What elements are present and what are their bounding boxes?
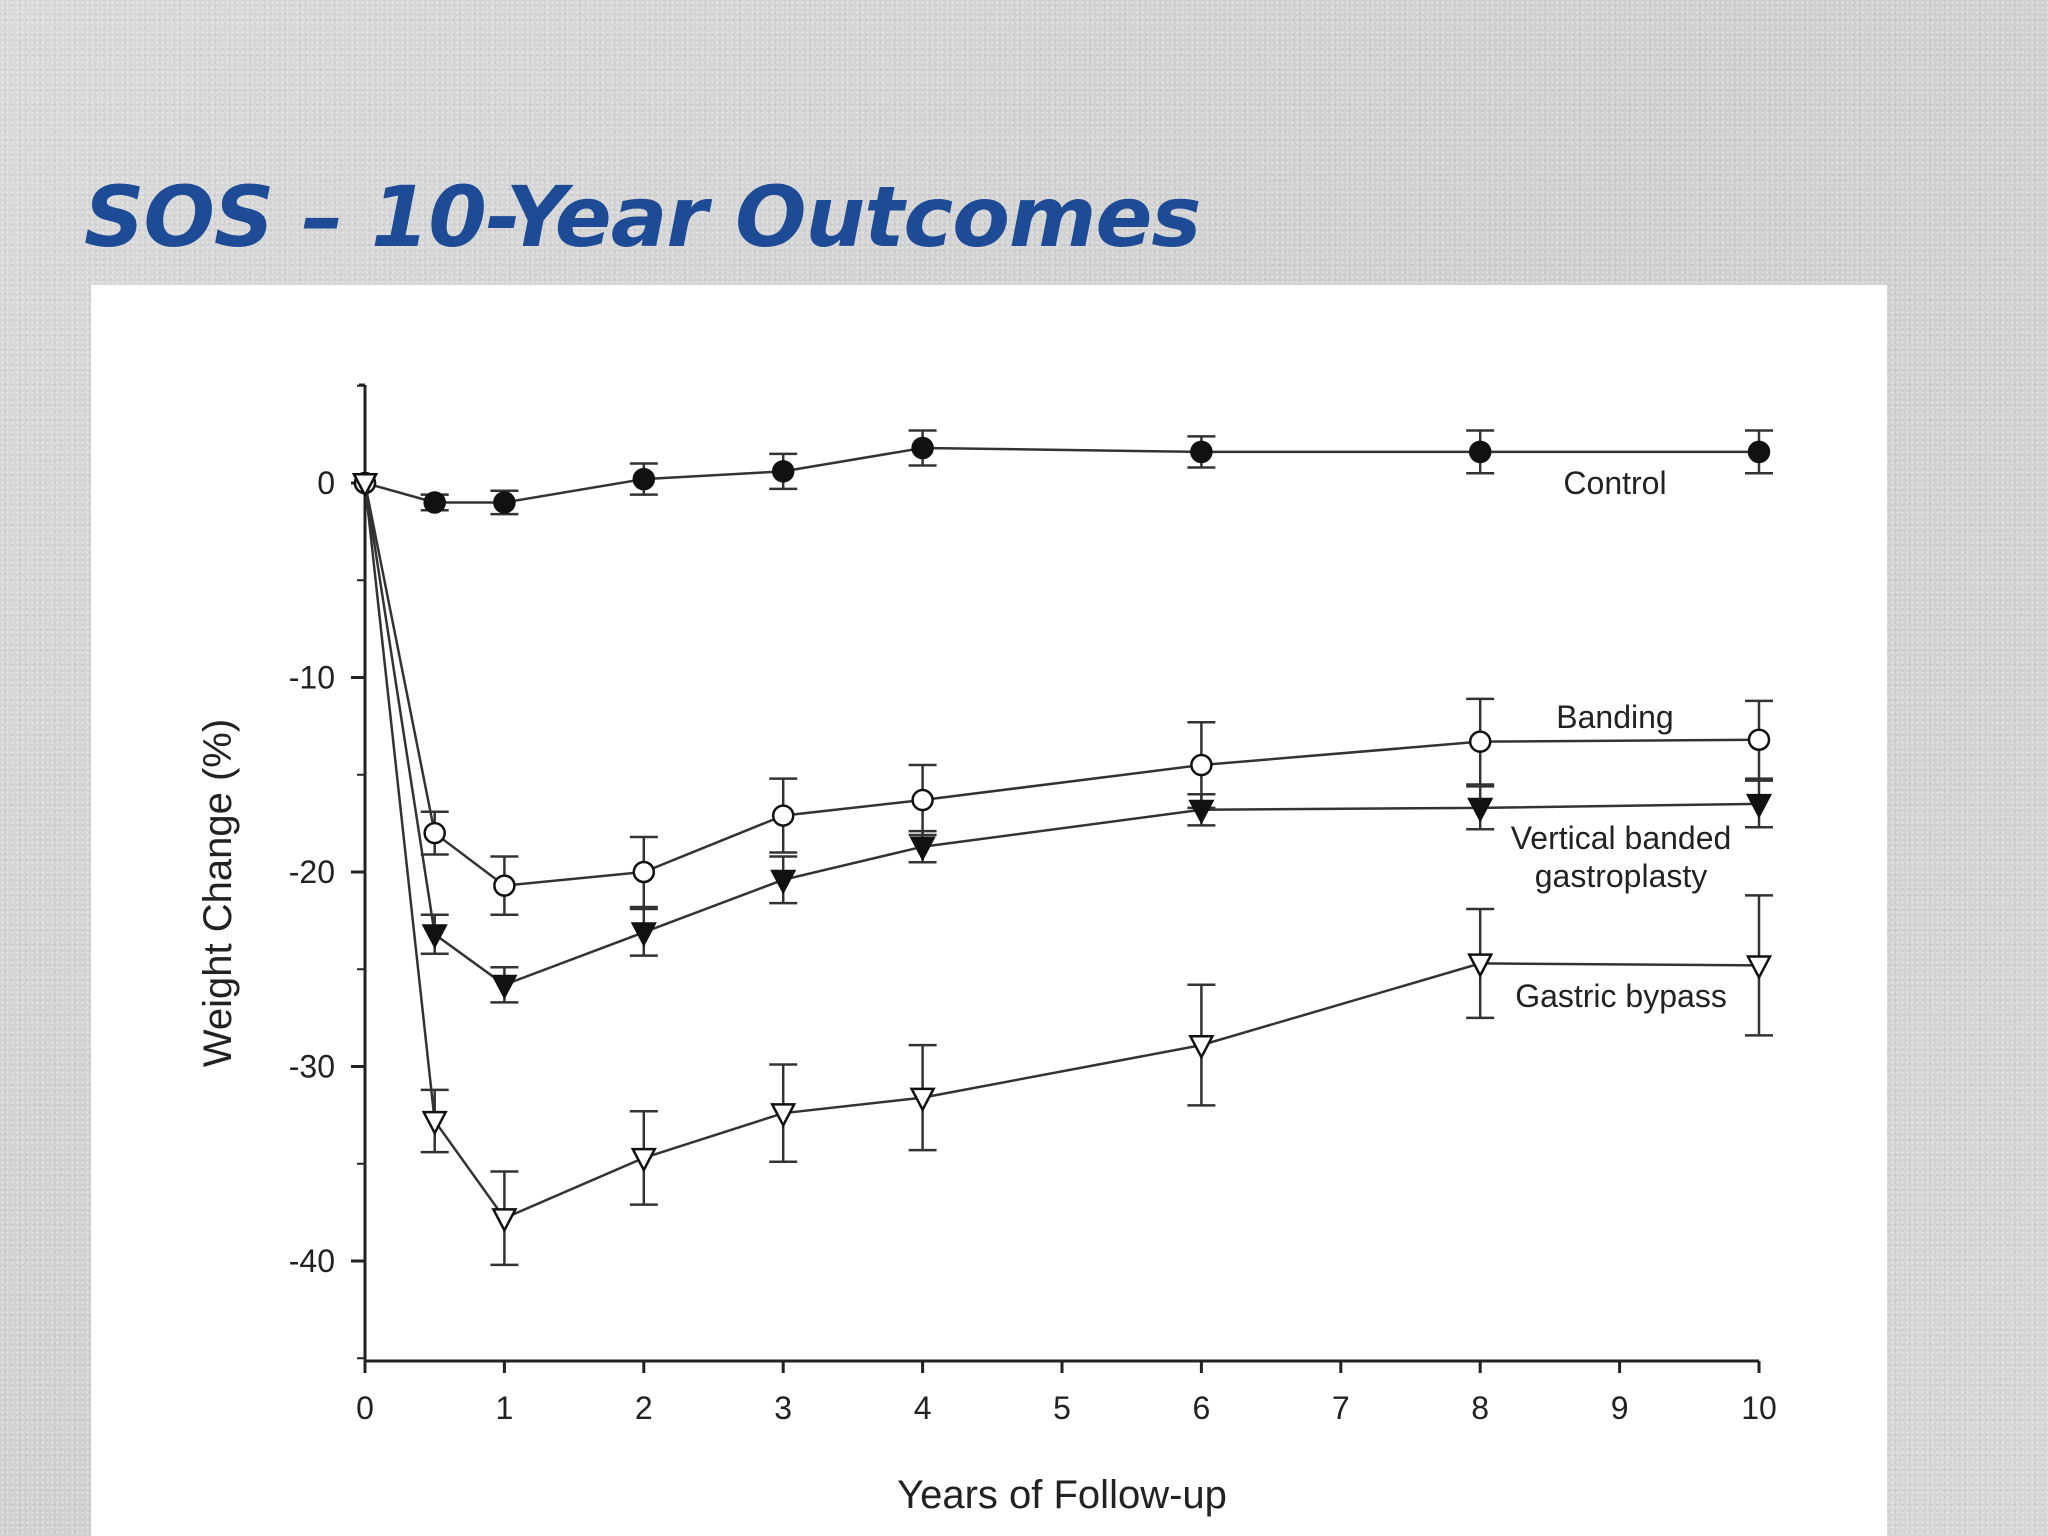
x-tick-label: 8 [1471,1390,1489,1426]
data-point [911,436,934,460]
data-point [632,467,656,491]
data-point [909,1087,936,1113]
series-label-line: Banding [1556,699,1673,735]
data-point [770,869,797,895]
y-tick-label: -20 [289,854,335,890]
data-point [493,491,516,514]
data-point [630,922,657,948]
series-label: Banding [1556,699,1673,735]
data-point [351,472,379,498]
data-point [1188,799,1215,825]
y-tick-label: -30 [289,1049,335,1085]
x-tick-label: 5 [1053,1390,1071,1426]
data-point [421,924,448,950]
series-label: Gastric bypass [1515,978,1727,1014]
y-axis-title: Weight Change (%) [196,719,240,1067]
data-point [491,974,518,1000]
x-tick-label: 7 [1332,1390,1350,1426]
data-point [911,788,934,812]
data-point [1745,955,1773,981]
figure-panel: 0 -10 -20 -30 -40 0 1 2 3 4 5 6 7 8 9 10 Years of Follow… [91,285,1887,1536]
x-tick-label: 3 [774,1390,792,1426]
data-point [421,1110,448,1136]
data-point [909,836,936,862]
data-point [1190,753,1213,777]
x-tick-label: 0 [356,1390,374,1426]
weight-change-chart: 0 -10 -20 -30 -40 0 1 2 3 4 5 6 7 8 9 10 Years of Follow… [196,383,1777,1517]
x-tick-label: 10 [1741,1390,1777,1426]
x-axis-title: Years of Follow-up [897,1473,1227,1517]
y-tick-label: -40 [289,1243,335,1279]
series-label: Vertical banded gastroplasty [1511,820,1732,894]
data-point [1747,728,1771,751]
series-line [363,482,1760,987]
series-line [364,446,1759,504]
data-point [771,804,795,827]
y-tick-label: 0 [317,465,335,501]
data-point [770,1103,797,1128]
data-point [1747,440,1771,464]
data-point [423,821,446,845]
x-tick-label: 9 [1611,1390,1629,1426]
data-point [1468,730,1492,753]
x-tick-label: 2 [635,1390,653,1426]
series-label: Control [1563,465,1666,501]
data-point [632,860,656,884]
y-tick-label: -10 [289,660,335,696]
data-point [1188,1035,1215,1060]
data-point [1467,953,1494,979]
data-point [491,1208,518,1233]
series-vertical-banded-gastroplasty [351,472,1773,1004]
data-point [771,460,795,483]
data-point [1467,797,1494,823]
data-point [1190,440,1213,464]
data-point [423,491,446,514]
data-point [493,874,516,897]
series-label-line: Control [1563,465,1666,501]
data-point [630,1147,657,1173]
series-label-line: Vertical banded [1511,820,1732,856]
series-control [353,429,1773,516]
series-label-line: Gastric bypass [1515,978,1727,1014]
x-tick-label: 1 [496,1390,514,1426]
series-label-line: gastroplasty [1535,858,1708,894]
series-banding [353,471,1773,917]
x-tick-label: 6 [1193,1390,1211,1426]
data-point [1468,440,1492,464]
series-gastric-bypass [351,472,1773,1267]
slide-title: SOS – 10-Year Outcomes [84,168,1201,266]
x-tick-label: 4 [914,1390,932,1426]
data-point [1745,793,1773,819]
